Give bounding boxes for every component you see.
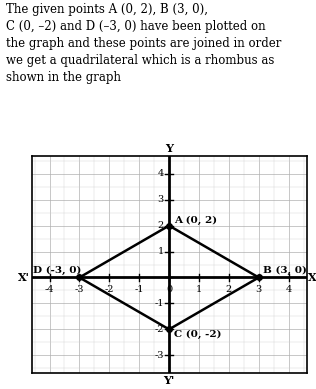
Text: A (0, 2): A (0, 2) — [174, 216, 217, 224]
Text: 3: 3 — [256, 285, 262, 294]
Text: D (-3, 0): D (-3, 0) — [33, 266, 82, 275]
Text: 2: 2 — [157, 221, 164, 230]
Text: 0: 0 — [166, 285, 172, 294]
Text: 1: 1 — [157, 247, 164, 256]
Text: Y: Y — [165, 143, 173, 154]
Text: B (3, 0): B (3, 0) — [263, 266, 307, 275]
Text: -3: -3 — [75, 285, 84, 294]
Text: -2: -2 — [105, 285, 114, 294]
Text: -4: -4 — [45, 285, 54, 294]
Text: -3: -3 — [154, 351, 164, 360]
Text: -1: -1 — [154, 299, 164, 308]
Text: Y': Y' — [163, 375, 175, 386]
Text: 1: 1 — [196, 285, 202, 294]
Text: 4: 4 — [157, 169, 164, 178]
Text: X: X — [308, 272, 316, 283]
Text: 3: 3 — [157, 195, 164, 204]
Text: X': X' — [18, 272, 30, 283]
Text: The given points A (0, 2), B (3, 0),
C (0, –2) and D (–3, 0) have been plotted o: The given points A (0, 2), B (3, 0), C (… — [6, 3, 282, 84]
Text: C (0, -2): C (0, -2) — [174, 329, 222, 339]
Text: -1: -1 — [134, 285, 144, 294]
Text: -2: -2 — [154, 325, 164, 334]
Text: 4: 4 — [285, 285, 292, 294]
Text: 2: 2 — [226, 285, 232, 294]
